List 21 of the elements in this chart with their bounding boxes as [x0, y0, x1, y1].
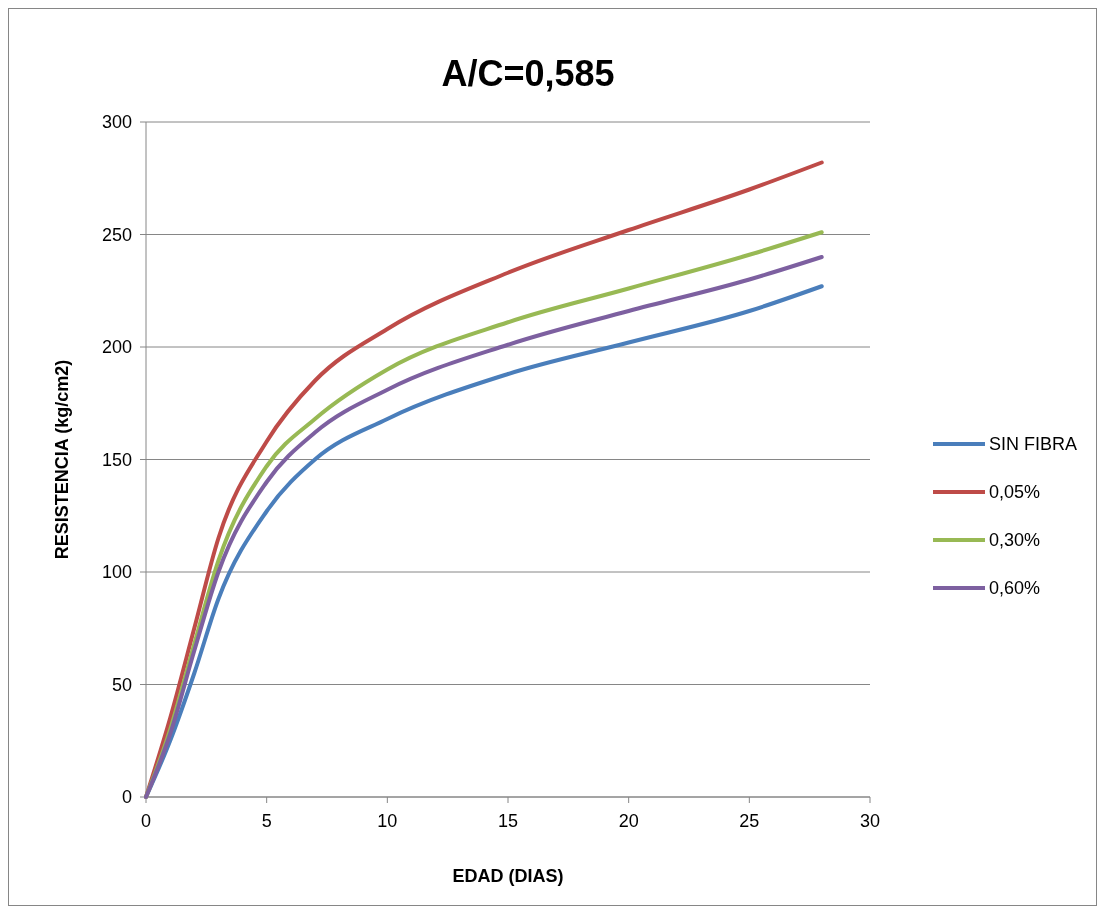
x-tick-label: 5	[261, 811, 272, 831]
y-tick-label: 50	[111, 674, 132, 695]
legend-label: 0,05%	[989, 482, 1041, 503]
x-tick-label: 30	[859, 811, 881, 831]
x-tick-label: 15	[497, 811, 519, 831]
x-axis-title: EDAD (DIAS)	[452, 866, 564, 886]
x-tick-label: 10	[377, 811, 398, 831]
legend-label: SIN FIBRA	[989, 434, 1078, 455]
legend-label: 0,60%	[989, 578, 1041, 599]
chart-title: A/C=0,585	[441, 53, 615, 94]
x-tick-label: 25	[739, 811, 760, 831]
legend-label: 0,30%	[989, 530, 1041, 551]
y-tick-label: 200	[101, 337, 132, 358]
x-tick-label: 20	[618, 811, 639, 831]
y-tick-label: 0	[121, 787, 132, 808]
y-tick-label: 300	[101, 112, 132, 133]
y-axis-title: RESISTENCIA (kg/cm2)	[52, 359, 72, 560]
y-tick-label: 150	[101, 449, 132, 470]
y-tick-label: 250	[101, 224, 132, 245]
x-tick-label: 0	[140, 811, 152, 831]
y-tick-label: 100	[101, 562, 132, 583]
